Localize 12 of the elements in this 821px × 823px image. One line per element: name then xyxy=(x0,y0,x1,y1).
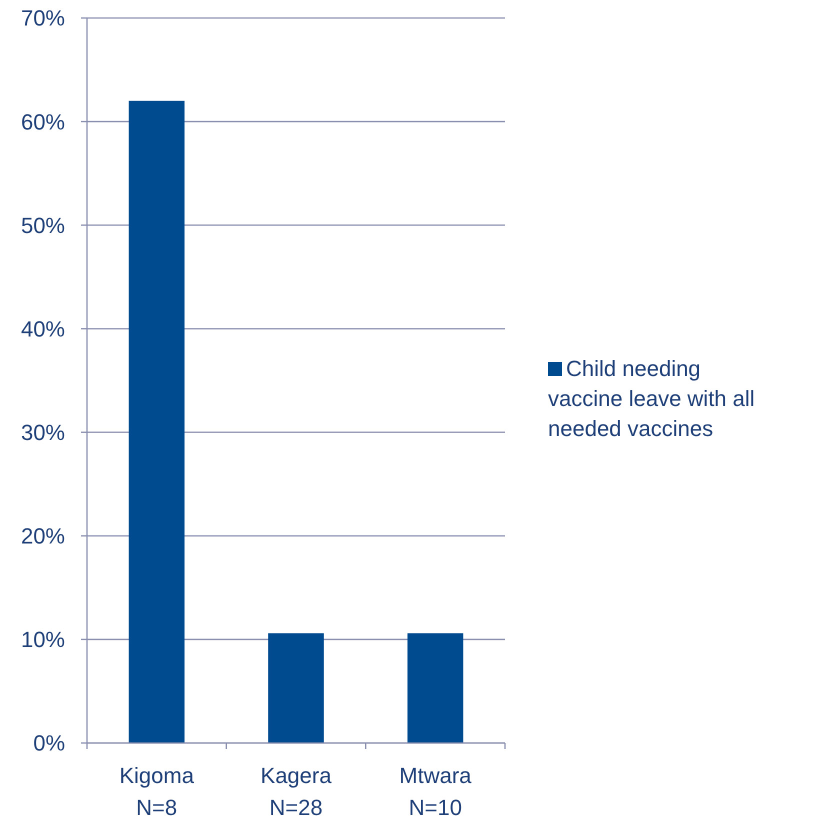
x-tick-label: Kigoma N=8 xyxy=(119,763,195,820)
y-tick-label: 0% xyxy=(33,730,65,756)
x-tick-label: Mtwara N=10 xyxy=(399,763,472,820)
x-tick-label: Kagera N=28 xyxy=(260,763,332,820)
y-tick-label: 60% xyxy=(20,109,65,134)
legend-label: Child needing vaccine leave with all needed vaccines xyxy=(548,356,755,441)
y-tick-label: 10% xyxy=(20,627,65,652)
y-tick-label: 20% xyxy=(20,524,65,549)
y-tick-label: 40% xyxy=(20,316,65,342)
y-tick-label: 50% xyxy=(20,212,65,238)
y-tick-label: 70% xyxy=(20,6,65,31)
y-tick-label: 30% xyxy=(20,420,65,445)
